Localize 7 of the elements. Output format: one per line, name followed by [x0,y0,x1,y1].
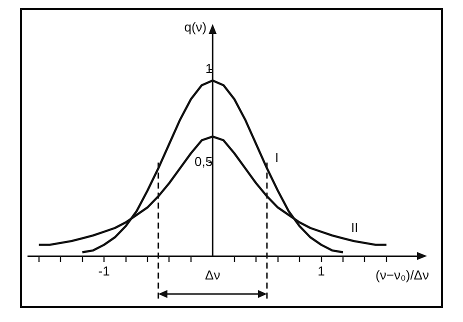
annotation: I [274,150,279,165]
x-tick-label: -1 [98,263,110,278]
annotation: II [350,220,358,235]
y-tick-label: 0,5 [194,154,213,170]
y-axis-title: q(ν) [184,20,207,35]
text: Δν [205,268,220,283]
x-axis-title: (ν−ν₀)/Δν [376,268,429,283]
